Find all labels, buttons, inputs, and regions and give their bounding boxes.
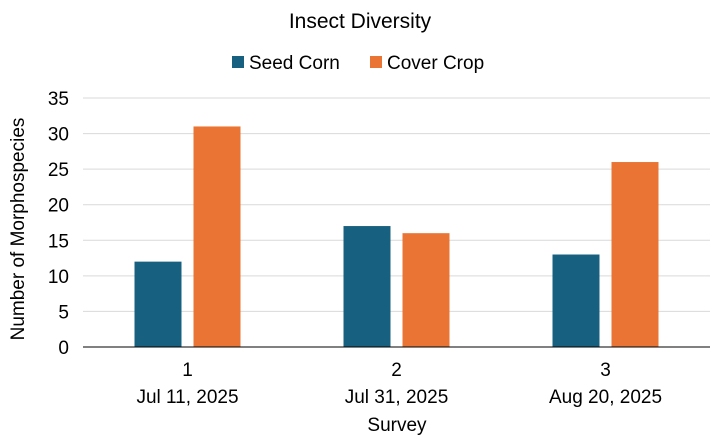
y-tick-label: 0: [58, 338, 69, 359]
legend: Seed Corn Cover Crop: [232, 53, 484, 74]
y-tick-label: 10: [48, 267, 69, 288]
y-axis-label: Number of Morphospecies: [8, 118, 29, 341]
bars: [134, 126, 659, 347]
x-tick-label-date: Jul 31, 2025: [345, 387, 449, 408]
x-tick-label-number: 3: [600, 360, 611, 381]
legend-label-cover-crop: Cover Crop: [387, 53, 484, 74]
legend-swatch-seed-corn: [232, 56, 244, 68]
bar-cover-crop-survey-1: [193, 126, 241, 347]
y-tick-label: 15: [48, 231, 69, 252]
y-tick-label: 20: [48, 196, 69, 217]
y-axis-ticks: 0 5 10 15 20 25 30 35: [48, 89, 69, 359]
y-tick-label: 5: [58, 302, 69, 323]
x-tick-label-number: 1: [182, 360, 193, 381]
legend-label-seed-corn: Seed Corn: [249, 53, 340, 74]
legend-swatch-cover-crop: [370, 56, 382, 68]
bar-cover-crop-survey-3: [611, 162, 659, 347]
y-tick-label: 35: [48, 89, 69, 110]
chart-title: Insect Diversity: [289, 10, 432, 33]
x-tick-label-date: Aug 20, 2025: [549, 387, 662, 408]
gridlines: [83, 97, 710, 312]
bar-seed-corn-survey-2: [343, 226, 391, 347]
y-tick-label: 30: [48, 125, 69, 146]
bar-seed-corn-survey-1: [134, 261, 182, 347]
x-axis-label: Survey: [367, 415, 427, 436]
x-tick-label-date: Jul 11, 2025: [136, 387, 238, 408]
bar-seed-corn-survey-3: [552, 254, 600, 347]
x-axis-ticks: 1 Jul 11, 2025 2 Jul 31, 2025 3 Aug 20, 2025: [136, 360, 662, 408]
y-tick-label: 25: [48, 160, 69, 181]
x-tick-label-number: 2: [391, 360, 402, 381]
bar-cover-crop-survey-2: [402, 233, 450, 347]
